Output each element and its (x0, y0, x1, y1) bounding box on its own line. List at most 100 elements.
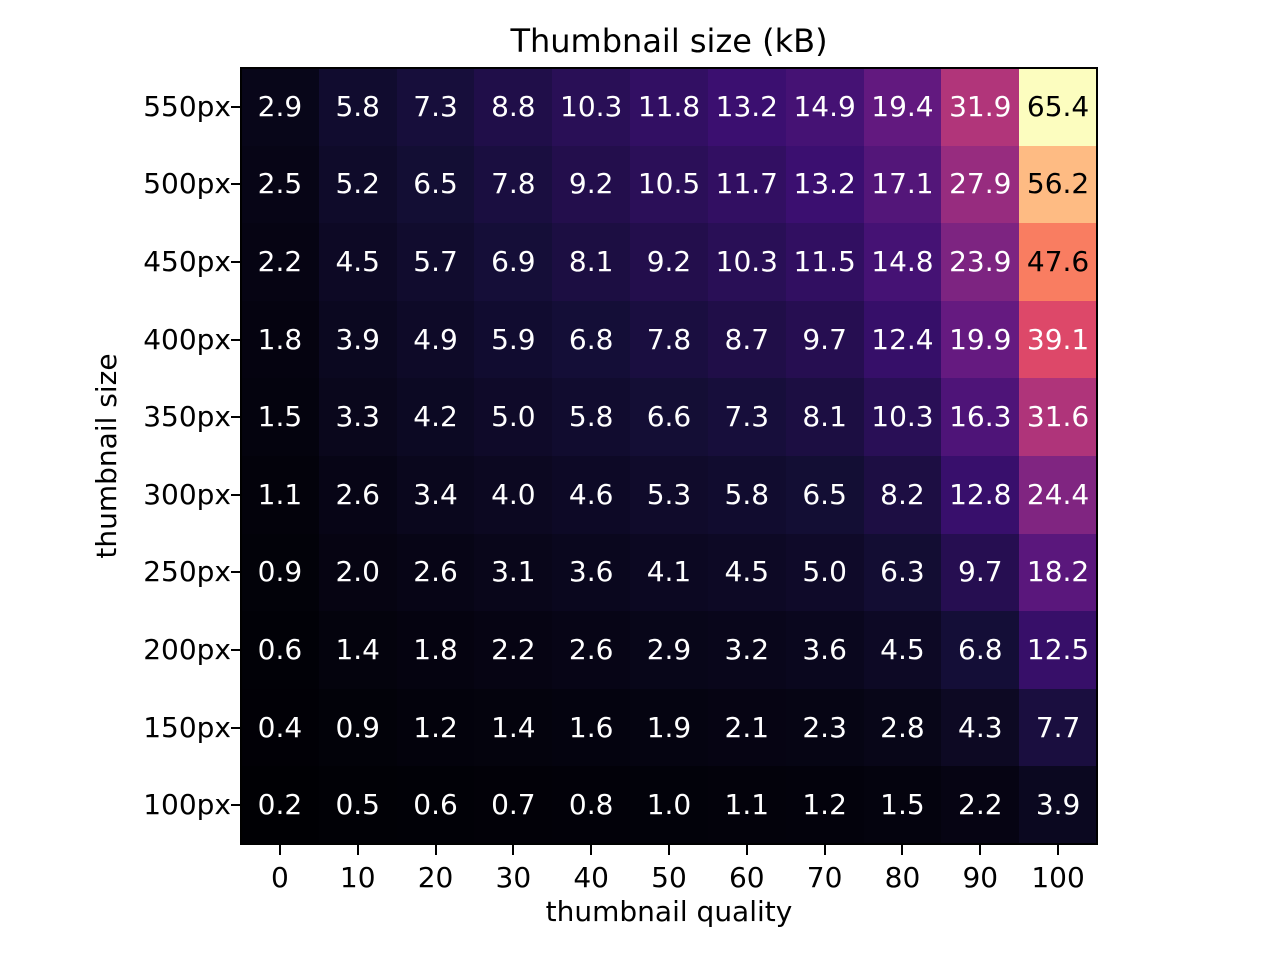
heatmap-cell: 17.1 (863, 145, 942, 224)
heatmap-cell: 4.3 (941, 688, 1020, 767)
y-tick-label: 400px (143, 322, 231, 356)
heatmap-cell: 1.2 (785, 766, 864, 844)
heatmap-cell: 6.3 (863, 533, 942, 612)
heatmap-plot-area: 2.9 5.8 7.3 8.8 10.3 11.8 13.2 14.9 19.4 31.9 65.4… (240, 67, 1098, 845)
y-tick-mark (231, 726, 241, 729)
heatmap-cell: 2.6 (552, 611, 631, 689)
x-tick-label: 10 (339, 861, 376, 894)
heatmap-cell: 5.2 (318, 145, 397, 224)
heatmap-cell: 10.3 (863, 378, 942, 456)
x-tick-mark (745, 845, 748, 855)
heatmap-cell: 0.8 (552, 766, 631, 844)
heatmap-cell: 3.6 (552, 533, 631, 612)
y-tick-label: 150px (143, 710, 231, 744)
heatmap-cell: 13.2 (785, 145, 864, 224)
heatmap-cell: 31.9 (941, 68, 1020, 146)
x-tick-label: 40 (573, 861, 609, 894)
heatmap-cell: 7.3 (396, 68, 475, 146)
x-tick-label: 60 (728, 861, 765, 894)
heatmap-cell: 7.8 (474, 145, 553, 224)
y-tick-label: 550px (143, 89, 231, 123)
x-tick-mark (434, 845, 437, 855)
heatmap-cell: 5.8 (552, 378, 631, 456)
y-tick-label: 250px (143, 555, 231, 589)
heatmap-cell: 9.2 (630, 223, 708, 301)
x-tick-label: 90 (962, 861, 999, 894)
heatmap-cell: 0.9 (318, 688, 397, 767)
heatmap-cell: 3.4 (396, 455, 475, 534)
heatmap-cell: 1.1 (241, 455, 319, 534)
heatmap-cell: 5.8 (318, 68, 397, 146)
heatmap-cell: 2.6 (318, 455, 397, 534)
heatmap-cell: 3.9 (1019, 766, 1097, 844)
heatmap-cell: 0.7 (474, 766, 553, 844)
heatmap-cell: 2.2 (241, 223, 319, 301)
heatmap-cell: 7.8 (630, 300, 708, 379)
heatmap-cell: 0.4 (241, 688, 319, 767)
x-tick-label: 50 (651, 861, 687, 894)
y-tick-label: 100px (143, 788, 231, 822)
heatmap-cell: 5.8 (707, 455, 786, 534)
heatmap-cell: 4.0 (474, 455, 553, 534)
heatmap-cell: 1.8 (241, 300, 319, 379)
x-tick-label: 20 (417, 861, 454, 894)
y-tick-mark (231, 416, 241, 419)
heatmap-cell: 23.9 (941, 223, 1020, 301)
heatmap-cell: 24.4 (1019, 455, 1097, 534)
heatmap-cell: 13.2 (707, 68, 786, 146)
heatmap-cell: 11.8 (630, 68, 708, 146)
heatmap-cell: 11.7 (707, 145, 786, 224)
y-tick-mark (231, 649, 241, 651)
heatmap-cell: 27.9 (941, 145, 1020, 224)
x-tick-mark (356, 845, 359, 855)
heatmap-cell: 8.1 (552, 223, 631, 301)
x-tick-mark (590, 845, 593, 855)
heatmap-cell: 10.3 (552, 68, 631, 146)
heatmap-cell: 2.0 (318, 533, 397, 612)
heatmap-cell: 1.5 (241, 378, 319, 456)
heatmap-cell: 4.5 (863, 611, 942, 689)
heatmap-cell: 14.9 (785, 68, 864, 146)
heatmap-cell: 12.4 (863, 300, 942, 379)
heatmap-cell: 0.6 (241, 611, 319, 689)
heatmap-cell: 47.6 (1019, 223, 1097, 301)
heatmap-cell: 2.9 (630, 611, 708, 689)
chart-title: Thumbnail size (kB) (510, 22, 828, 60)
heatmap-cell: 1.2 (396, 688, 475, 767)
heatmap-cell: 2.8 (863, 688, 942, 767)
heatmap-cell: 7.7 (1019, 688, 1097, 767)
heatmap-cell: 8.8 (474, 68, 553, 146)
heatmap-cell: 2.6 (396, 533, 475, 612)
x-tick-mark (1057, 845, 1060, 855)
y-tick-mark (231, 261, 241, 263)
heatmap-cell: 4.5 (318, 223, 397, 301)
y-tick-mark (231, 493, 241, 496)
heatmap-cell: 6.5 (396, 145, 475, 224)
x-tick-mark (668, 845, 670, 855)
heatmap-cell: 2.5 (241, 145, 319, 224)
heatmap-cell: 14.8 (863, 223, 942, 301)
heatmap-cell: 8.1 (785, 378, 864, 456)
heatmap-cell: 4.9 (396, 300, 475, 379)
heatmap-cell: 1.0 (630, 766, 708, 844)
y-axis-label: thumbnail size (90, 353, 123, 559)
heatmap-cell: 2.9 (241, 68, 319, 146)
heatmap-cell: 3.2 (707, 611, 786, 689)
heatmap-cell: 4.1 (630, 533, 708, 612)
heatmap-cell: 2.2 (941, 766, 1020, 844)
heatmap-cell: 6.9 (474, 223, 553, 301)
heatmap-cell: 4.2 (396, 378, 475, 456)
heatmap-cell: 1.9 (630, 688, 708, 767)
heatmap-cell: 6.6 (630, 378, 708, 456)
y-tick-mark (231, 183, 241, 186)
heatmap-cell: 0.6 (396, 766, 475, 844)
heatmap-cell: 5.0 (474, 378, 553, 456)
y-tick-mark (231, 571, 241, 574)
heatmap-cell: 5.9 (474, 300, 553, 379)
heatmap-cell: 0.5 (318, 766, 397, 844)
y-tick-label: 200px (143, 633, 231, 666)
heatmap-cell: 10.5 (630, 145, 708, 224)
heatmap-cell: 6.8 (941, 611, 1020, 689)
x-axis-label: thumbnail quality (545, 895, 793, 928)
